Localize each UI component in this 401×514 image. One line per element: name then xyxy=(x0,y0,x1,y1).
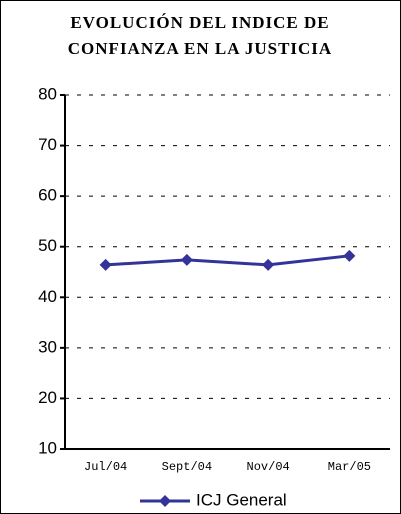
chart-title: EVOLUCIÓN DEL INDICE DE CONFIANZA EN LA … xyxy=(67,13,333,58)
point-marker xyxy=(99,258,112,271)
y-tick-label: 60 xyxy=(38,186,57,205)
x-tick-label: Sept/04 xyxy=(162,460,212,474)
x-tick-label: Jul/04 xyxy=(84,460,127,474)
point-marker xyxy=(262,258,275,271)
y-tick-label: 70 xyxy=(38,135,57,154)
y-tick-label: 80 xyxy=(38,84,57,103)
legend-marker xyxy=(159,495,171,507)
y-tick-label: 20 xyxy=(38,388,57,407)
y-tick-label: 40 xyxy=(38,287,57,306)
point-marker xyxy=(343,249,356,262)
legend-label: ICJ General xyxy=(196,490,287,509)
x-tick-label: Nov/04 xyxy=(247,460,290,474)
y-tick-label: 30 xyxy=(38,337,57,356)
y-tick-label: 10 xyxy=(38,438,57,457)
x-tick-label: Mar/05 xyxy=(328,460,371,474)
y-tick-label: 50 xyxy=(38,236,57,255)
series-line xyxy=(105,254,350,267)
point-marker xyxy=(180,253,193,266)
